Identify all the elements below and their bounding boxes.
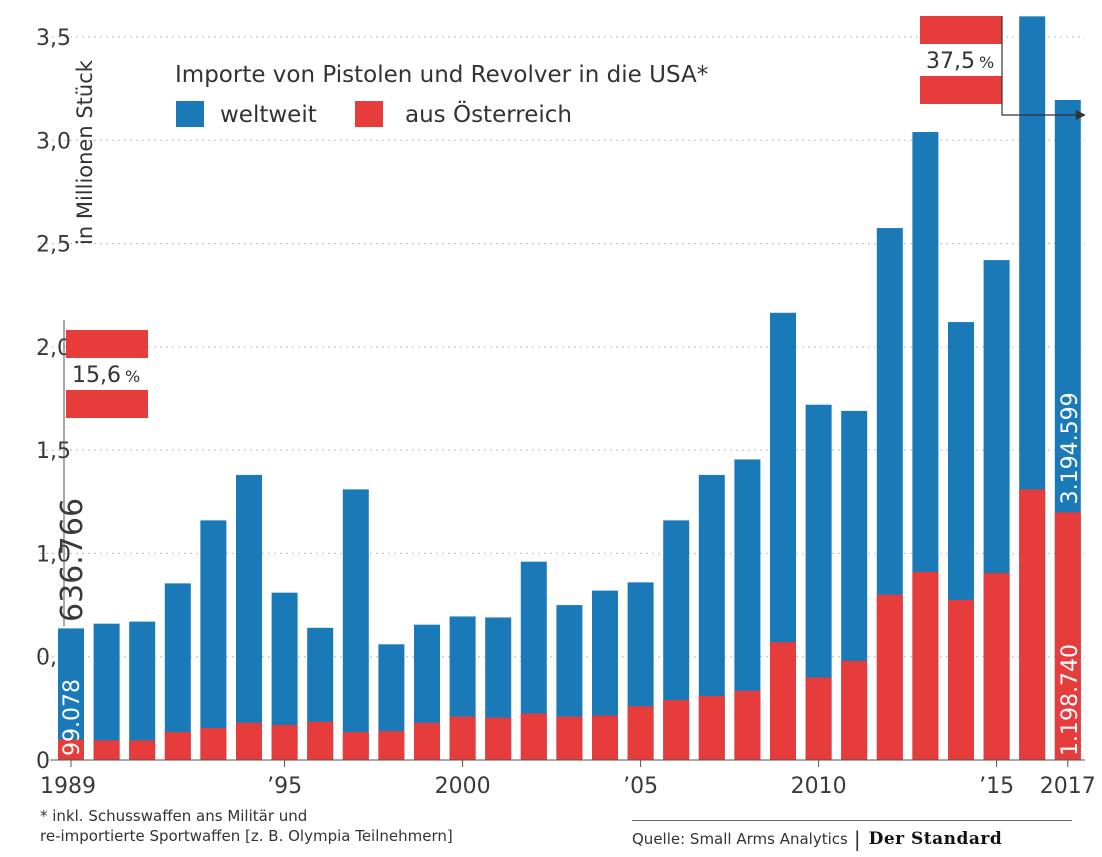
- bar-oesterreich-1999: [414, 722, 440, 760]
- bar-oesterreich-2011: [841, 660, 868, 760]
- first-total-label: 636.766: [55, 498, 90, 622]
- share-badge-1989: 15,6%: [66, 330, 148, 418]
- y-tick-label: 1,5: [36, 439, 71, 464]
- bar-oesterreich-2001: [485, 717, 512, 760]
- bar-oesterreich-2003: [556, 716, 583, 760]
- legend-label-oesterreich: aus Österreich: [405, 100, 572, 128]
- share-badge-1989-stripe-top: [66, 330, 148, 358]
- share-badge-1989-stripe-bottom: [66, 390, 148, 418]
- share-2017-arrow-head: [1075, 110, 1086, 120]
- bar-oesterreich-1995: [271, 724, 298, 760]
- bar-weltweit-1993: [200, 520, 227, 760]
- bar-weltweit-1992: [164, 583, 191, 760]
- bar-oesterreich-2007: [698, 695, 725, 760]
- legend-title: Importe von Pistolen und Revolver in die…: [175, 62, 708, 88]
- bar-weltweit-1990: [93, 623, 120, 760]
- x-tick-label: 2000: [435, 774, 491, 799]
- publisher-logo: Der Standard: [868, 829, 1003, 849]
- footnote: * inkl. Schusswaffen ans Militär und re-…: [40, 806, 453, 846]
- y-tick-label: 3,5: [36, 26, 71, 51]
- bar-oesterreich-2005: [627, 706, 654, 760]
- share-badge-2017-value: 37,5: [926, 49, 975, 74]
- bar-oesterreich-2004: [592, 715, 618, 760]
- bar-oesterreich-2008: [734, 690, 761, 760]
- x-tick-label: 1989: [40, 774, 96, 799]
- bar-oesterreich-1998: [378, 731, 405, 760]
- source-text: Quelle: Small Arms Analytics: [632, 830, 848, 848]
- share-badge-2017-text: 37,5%: [926, 49, 994, 74]
- legend-swatch-oesterreich: [355, 101, 383, 127]
- bar-oesterreich-1997: [342, 732, 369, 760]
- last-total-label: 3.194.599: [1058, 392, 1083, 504]
- x-tick-label: 2017: [1040, 774, 1096, 799]
- bar-oesterreich-1996: [307, 721, 334, 760]
- share-badge-2017-stripe-top: [920, 16, 1002, 44]
- bar-oesterreich-2012: [876, 594, 903, 760]
- share-2017-arrow-line: [1001, 16, 1080, 116]
- share-badge-2017-stripe-bottom: [920, 76, 1002, 104]
- x-axis: 1989 ’95 2000 ’05 2010 ’15 2017: [40, 759, 1096, 799]
- bar-oesterreich-1994: [236, 722, 262, 760]
- bar-weltweit-1997: [342, 489, 369, 760]
- bar-oesterreich-2013: [912, 572, 939, 760]
- bar-chart: 00,51,01,52,02,53,03,5 1989’95 2000’05 201…: [36, 16, 1096, 799]
- legend: Importe von Pistolen und Revolver in die…: [175, 62, 708, 128]
- share-badge-2017-unit: %: [979, 53, 994, 72]
- bar-oesterreich-1993: [200, 727, 227, 760]
- legend-label-weltweit: weltweit: [220, 102, 317, 128]
- bar-weltweit-1994: [236, 474, 262, 760]
- bar-weltweit-1989: [58, 628, 84, 760]
- bar-weltweit-1991: [129, 621, 156, 760]
- bar-oesterreich-1989: [58, 739, 84, 760]
- y-tick-label: 2,5: [36, 233, 71, 258]
- y-axis-label: in Millionen Stück: [73, 59, 97, 245]
- bar-oesterreich-2009: [770, 642, 796, 760]
- bars: [58, 16, 1081, 761]
- bar-oesterreich-1990: [93, 740, 120, 760]
- share-badge-2017: 37,5%: [920, 16, 1002, 104]
- last-austria-label: 1.198.740: [1058, 644, 1083, 756]
- legend-swatch-weltweit: [176, 101, 204, 127]
- bar-oesterreich-2015: [983, 573, 1010, 760]
- bar-oesterreich-2002: [520, 713, 547, 760]
- source-separator: |: [853, 827, 861, 851]
- footnote-line-2: re-importierte Sportwaffen [z. B. Olympi…: [40, 827, 453, 845]
- bar-oesterreich-2010: [805, 677, 832, 760]
- bar-oesterreich-2000: [449, 716, 476, 760]
- y-tick-label: 0: [36, 749, 50, 774]
- x-tick-label: 2010: [791, 774, 847, 799]
- y-tick-label: 2,0: [36, 336, 71, 361]
- bar-oesterreich-2006: [663, 700, 690, 760]
- bar-oesterreich-1991: [129, 740, 156, 760]
- source-credit: Quelle: Small Arms Analytics | Der Stand…: [632, 820, 1072, 851]
- y-tick-label: 1,0: [36, 542, 71, 567]
- first-austria-label: 99.078: [60, 679, 85, 756]
- bar-oesterreich-2014: [948, 599, 974, 760]
- bar-oesterreich-2016: [1019, 489, 1046, 760]
- share-badge-1989-text: 15,6%: [72, 363, 140, 388]
- share-badge-1989-unit: %: [125, 367, 140, 386]
- bar-oesterreich-1992: [164, 732, 191, 760]
- x-tick-label: ’95: [267, 774, 302, 799]
- share-badge-1989-value: 15,6: [72, 363, 121, 388]
- footnote-line-1: * inkl. Schusswaffen ans Militär und: [40, 807, 308, 825]
- bar-oesterreich-2017: [1054, 512, 1081, 760]
- y-tick-label: 3,0: [36, 129, 71, 154]
- x-tick-label: ’15: [979, 774, 1014, 799]
- x-tick-label: ’05: [623, 774, 658, 799]
